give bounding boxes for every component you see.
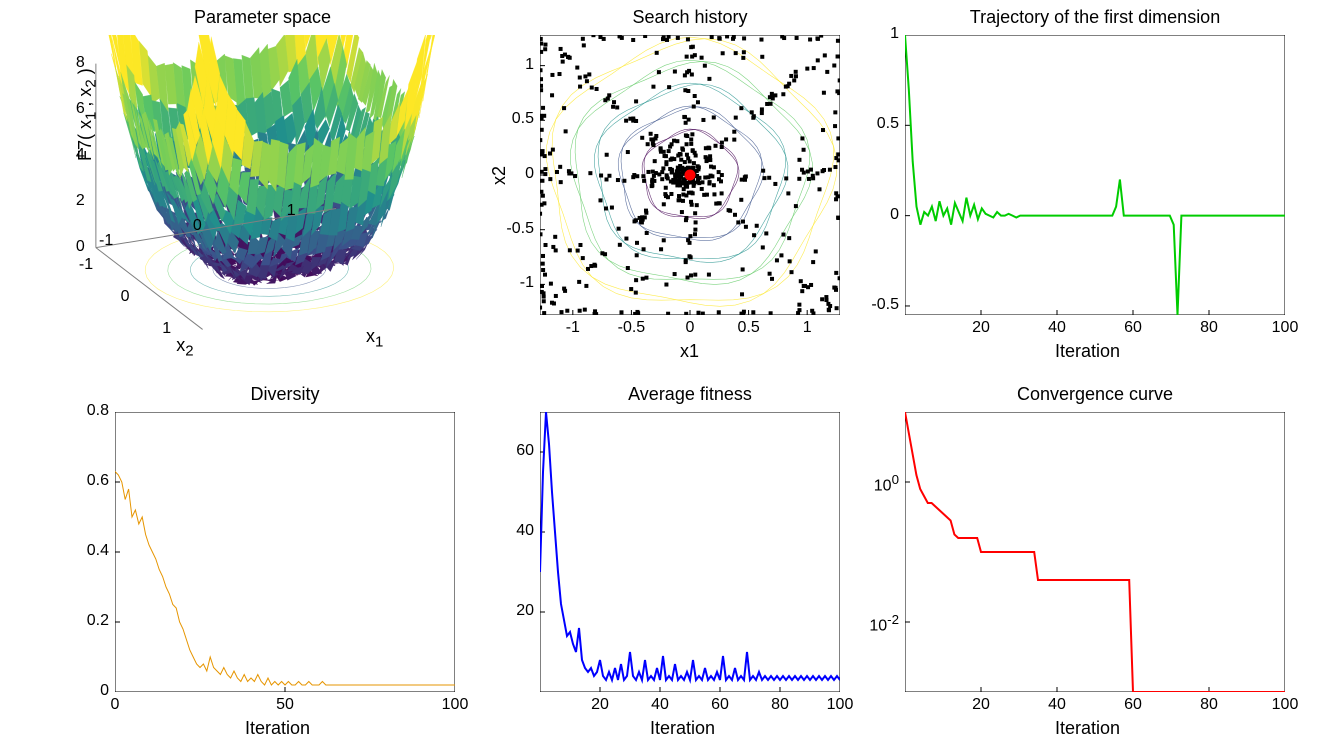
tick: 0 bbox=[100, 682, 109, 700]
tick: -1 bbox=[558, 319, 588, 337]
tick: 100 bbox=[1270, 696, 1300, 714]
tick: -1 bbox=[99, 232, 113, 250]
tick: 100 bbox=[1270, 319, 1300, 337]
tick: 0.4 bbox=[87, 542, 109, 560]
tick: 60 bbox=[705, 696, 735, 714]
tick: -0.5 bbox=[871, 296, 899, 314]
tick: 0 bbox=[76, 238, 85, 256]
tick: 100 bbox=[440, 696, 470, 714]
ylabel: x2 bbox=[176, 335, 193, 360]
tick: 40 bbox=[516, 522, 534, 540]
tick: 60 bbox=[1118, 319, 1148, 337]
tick: 0 bbox=[193, 217, 202, 235]
tick: 0.5 bbox=[734, 319, 764, 337]
parameter-space-title: Parameter space bbox=[90, 7, 435, 28]
xlabel: Iteration bbox=[650, 718, 715, 739]
tick: 1 bbox=[162, 320, 171, 338]
tick: 0.6 bbox=[87, 472, 109, 490]
tick: 80 bbox=[1194, 696, 1224, 714]
tick: 10-2 bbox=[869, 612, 899, 635]
avg-fitness-title: Average fitness bbox=[540, 384, 840, 405]
tick: 60 bbox=[516, 442, 534, 460]
tick: 0.2 bbox=[87, 612, 109, 630]
panel-parameter-space: Parameter space02468-101-101x1x2F7( x1 ,… bbox=[90, 35, 435, 335]
tick: 40 bbox=[645, 696, 675, 714]
tick: 20 bbox=[966, 319, 996, 337]
search-history-title: Search history bbox=[540, 7, 840, 28]
tick: 0 bbox=[890, 206, 899, 224]
xlabel: x1 bbox=[680, 341, 699, 362]
tick: -0.5 bbox=[506, 220, 534, 238]
tick: 20 bbox=[516, 602, 534, 620]
tick: 80 bbox=[1194, 319, 1224, 337]
tick: 50 bbox=[270, 696, 300, 714]
tick: 0 bbox=[121, 288, 130, 306]
tick: 40 bbox=[1042, 696, 1072, 714]
tick: 40 bbox=[1042, 319, 1072, 337]
tick: 100 bbox=[874, 472, 899, 495]
tick: 1 bbox=[792, 319, 822, 337]
diversity-title: Diversity bbox=[115, 384, 455, 405]
tick: -1 bbox=[79, 256, 93, 274]
xlabel: x1 bbox=[366, 326, 383, 351]
panel-diversity: Diversity05010000.20.40.60.8Iteration bbox=[115, 412, 455, 692]
xlabel: Iteration bbox=[1055, 341, 1120, 362]
tick: 0 bbox=[525, 165, 534, 183]
panel-trajectory: Trajectory of the first dimension2040608… bbox=[905, 35, 1285, 315]
tick: 80 bbox=[765, 696, 795, 714]
tick: 20 bbox=[585, 696, 615, 714]
tick: 2 bbox=[76, 192, 85, 210]
xlabel: Iteration bbox=[245, 718, 310, 739]
tick: 0 bbox=[675, 319, 705, 337]
xlabel: Iteration bbox=[1055, 718, 1120, 739]
tick: 1 bbox=[525, 56, 534, 74]
ylabel: x2 bbox=[489, 166, 510, 185]
figure-root: Trajectory of the first dimension2040608… bbox=[0, 0, 1341, 746]
trajectory-title: Trajectory of the first dimension bbox=[905, 7, 1285, 28]
panel-search-history: Search history-1-0.500.51-1-0.500.51x1x2 bbox=[540, 35, 840, 315]
tick: 100 bbox=[825, 696, 855, 714]
panel-convergence: Convergence curve2040608010010-2100Itera… bbox=[905, 412, 1285, 692]
tick: 1 bbox=[890, 25, 899, 43]
tick: 0.5 bbox=[877, 115, 899, 133]
tick: -1 bbox=[520, 274, 534, 292]
tick: 1 bbox=[287, 202, 296, 220]
panel-avg-fitness: Average fitness20406080100204060Iteratio… bbox=[540, 412, 840, 692]
tick: 20 bbox=[966, 696, 996, 714]
tick: 0.5 bbox=[512, 110, 534, 128]
tick: 60 bbox=[1118, 696, 1148, 714]
tick: -0.5 bbox=[616, 319, 646, 337]
convergence-title: Convergence curve bbox=[905, 384, 1285, 405]
tick: 0.8 bbox=[87, 402, 109, 420]
zlabel: F7( x1 , x2 ) bbox=[75, 68, 100, 161]
